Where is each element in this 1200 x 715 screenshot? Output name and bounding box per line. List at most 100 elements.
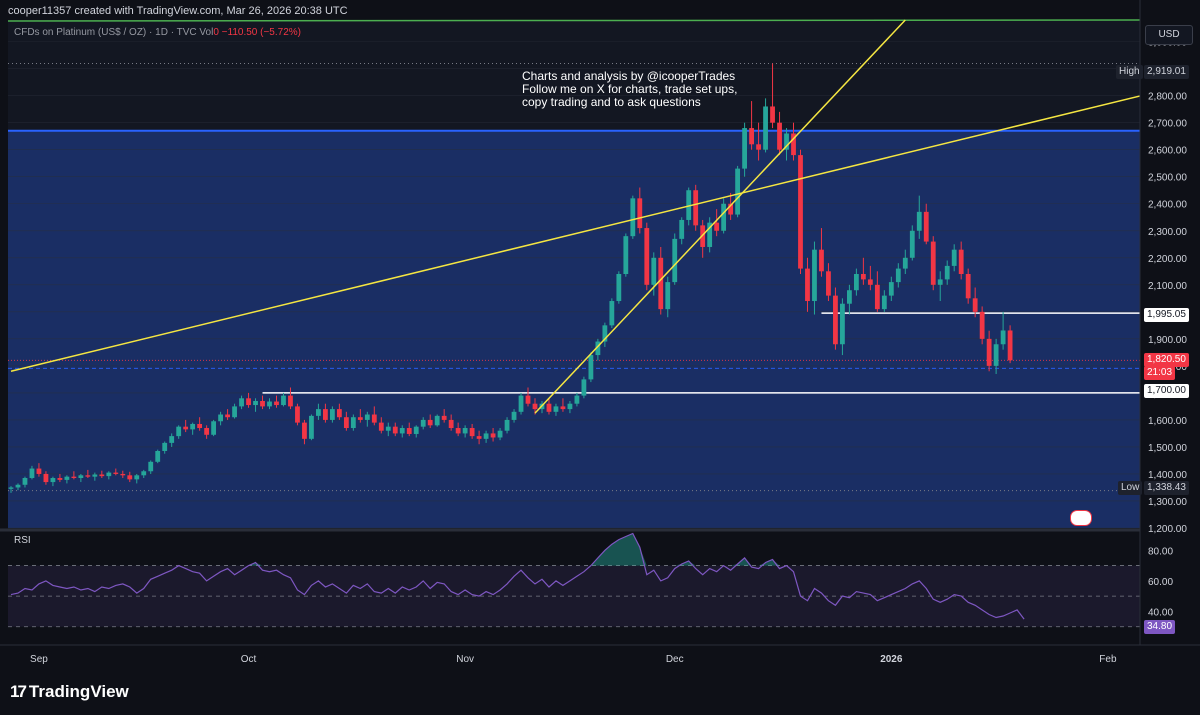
top-green-line xyxy=(7,19,1141,22)
candle-body xyxy=(588,355,594,380)
candle-body xyxy=(888,282,894,296)
candle-body xyxy=(595,341,601,356)
candle-body xyxy=(756,144,761,150)
candle-body xyxy=(609,301,615,326)
candle-body xyxy=(958,249,964,274)
candle-body xyxy=(986,338,992,366)
candle-body xyxy=(812,249,817,302)
candle-body xyxy=(483,433,489,439)
candle-body xyxy=(50,478,56,483)
candle-body xyxy=(511,411,517,420)
candle-body xyxy=(43,473,49,483)
rsi-value-tag: 34.80 xyxy=(1144,620,1176,634)
candle-body xyxy=(881,295,887,310)
candle-body xyxy=(15,484,21,488)
candle-body xyxy=(777,122,782,150)
high-tag-value: 2,919.01 xyxy=(1144,65,1189,79)
candle-body xyxy=(714,222,720,231)
candle-body xyxy=(993,344,999,366)
candle-body xyxy=(469,428,475,437)
candle-body xyxy=(902,257,908,269)
candle-body xyxy=(99,474,105,477)
candle-body xyxy=(406,428,412,434)
candle-body xyxy=(204,428,210,435)
candle-body xyxy=(183,426,189,430)
symbol-legend[interactable]: CFDs on Platinum (US$ / OZ) · 1D · TVC V… xyxy=(14,27,301,38)
candle-body xyxy=(574,395,580,404)
candle-body xyxy=(651,257,657,285)
candle-body xyxy=(581,379,587,396)
candle-body xyxy=(860,274,866,280)
price-tick-label: 2,300.00 xyxy=(1148,227,1187,238)
candle-body xyxy=(693,190,699,226)
candle-body xyxy=(448,419,454,429)
candle-body xyxy=(847,290,852,304)
candle-body xyxy=(490,433,496,438)
author-note: Charts and analysis by @icooperTrades Fo… xyxy=(522,70,737,109)
price-tick-label: 1,300.00 xyxy=(1148,497,1187,508)
level-1700-tag: 1,700.00 xyxy=(1144,384,1189,398)
candle-body xyxy=(721,203,727,231)
candle-body xyxy=(106,472,112,477)
candle-body xyxy=(413,426,419,434)
candle-body xyxy=(176,426,182,437)
event-flag-icon[interactable] xyxy=(1070,510,1092,526)
price-tick-label: 2,800.00 xyxy=(1148,92,1187,103)
time-tick-label: Oct xyxy=(241,654,257,665)
candle-body xyxy=(784,133,789,150)
candle-body xyxy=(288,395,293,407)
resistance-zone-layer xyxy=(8,20,1140,528)
candle-body xyxy=(951,249,957,266)
rsi-overbought-fill xyxy=(11,533,1025,566)
rsi-legend[interactable]: RSI xyxy=(14,535,31,546)
candle-body xyxy=(665,282,671,310)
last-price-tag: 1,820.50 xyxy=(1144,353,1189,367)
candle-body xyxy=(923,211,929,242)
candle-body xyxy=(113,472,119,474)
candle-body xyxy=(476,436,482,439)
price-tick-label: 1,400.00 xyxy=(1148,470,1187,481)
candle-body xyxy=(162,442,168,451)
author-note-line: Charts and analysis by @icooperTrades xyxy=(522,69,736,83)
candle-body xyxy=(316,409,321,416)
candle-body xyxy=(567,403,573,410)
candle-body xyxy=(336,409,342,418)
candle-body xyxy=(357,417,363,420)
candle-body xyxy=(385,426,391,431)
candle-body xyxy=(92,474,98,477)
low-tag-value: 1,338.43 xyxy=(1144,481,1189,495)
candle-body xyxy=(71,476,77,479)
candle-body xyxy=(148,461,154,472)
candle-body xyxy=(874,284,880,310)
price-tick-label: 1,200.00 xyxy=(1148,524,1187,535)
currency-selector[interactable]: USD xyxy=(1145,25,1193,45)
grid-layer xyxy=(8,41,1140,529)
candle-body xyxy=(909,230,915,258)
candle-body xyxy=(197,423,203,429)
candle-body xyxy=(819,249,824,272)
candle-body xyxy=(798,155,803,269)
candle-body xyxy=(805,268,810,302)
candle-body xyxy=(972,298,978,312)
candle-body xyxy=(602,325,608,342)
candle-body xyxy=(518,395,524,412)
rsi-line xyxy=(10,532,1025,620)
candle-body xyxy=(441,415,447,420)
tradingview-brand[interactable]: 17 TradingView xyxy=(10,682,129,702)
candle-body xyxy=(895,268,901,283)
candle-body xyxy=(742,128,747,169)
candle-body xyxy=(281,395,286,406)
candle-body xyxy=(22,478,28,485)
candle-body xyxy=(420,419,426,427)
candle-body xyxy=(462,428,468,434)
candle-body xyxy=(392,426,398,434)
candle-body xyxy=(78,475,84,479)
candle-body xyxy=(749,128,754,145)
candle-body xyxy=(350,417,356,429)
candle-body xyxy=(833,295,838,345)
price-tick-label: 2,700.00 xyxy=(1148,119,1187,130)
candle-body xyxy=(735,168,741,215)
candle-body xyxy=(239,398,244,407)
candle-body xyxy=(267,401,272,407)
